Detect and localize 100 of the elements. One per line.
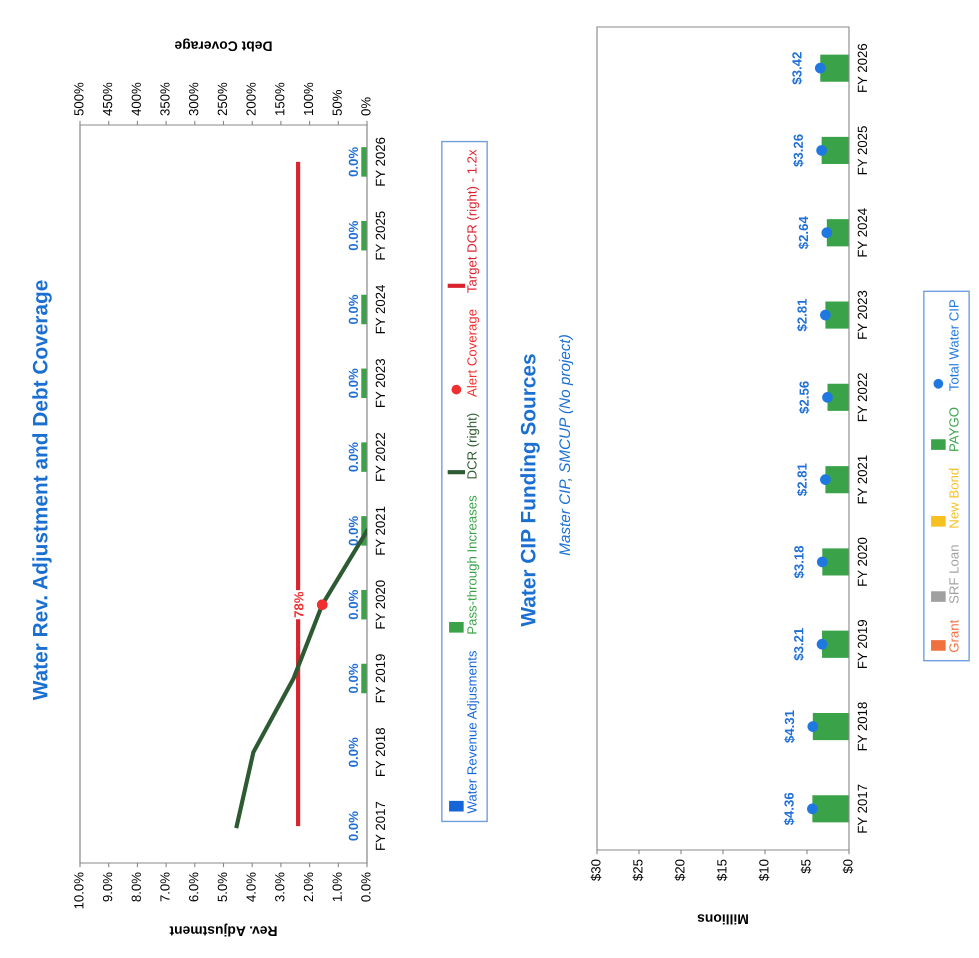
y-tick-label: FY 2022 (858, 373, 868, 422)
x-tick-label: 7.0% (160, 872, 170, 902)
x-tick-label: 2.0% (304, 872, 314, 902)
point (816, 145, 827, 156)
x-tick-label: $10 (758, 860, 770, 881)
point (822, 392, 833, 403)
y-tick-label: FY 2023 (858, 290, 868, 339)
x-axis-title: Rev. Adjustment (170, 924, 277, 936)
x-tick-label: 1.0% (332, 872, 342, 902)
data-label: 0.0% (348, 368, 358, 398)
text: Master CIP, SMCUP (No project) (558, 335, 574, 556)
x-tick-label: 6.0% (189, 872, 198, 902)
x2-tick-label: 200% (246, 82, 256, 116)
point (820, 310, 831, 320)
x-tick-label: $30 (590, 860, 602, 881)
data-label: 0.0% (348, 664, 358, 694)
data-label: 78% (294, 592, 304, 618)
text: Water Rev. Adjustment and Debt Coverage (32, 280, 52, 700)
data-label: 0.0% (348, 811, 358, 841)
x-tick-label: $25 (632, 860, 644, 881)
data-label: $3.18 (794, 546, 804, 578)
data-label: 0.0% (348, 294, 358, 324)
point (814, 62, 826, 74)
x2-tick-label: 350% (160, 82, 170, 116)
data-label: $2.81 (796, 464, 808, 496)
text: PAYGO (949, 408, 959, 451)
x2-tick-label: 450% (102, 82, 112, 116)
x-tick-label: 9.0% (102, 872, 112, 902)
y-tick-label: FY 2021 (858, 455, 868, 504)
y-tick-label: FY 2025 (858, 126, 868, 174)
x2-tick-label: 50% (332, 90, 342, 116)
text: Water CIP Funding Sources (520, 354, 540, 627)
data-label: 0.0% (348, 147, 358, 176)
x-tick-label: 0.0% (361, 872, 371, 902)
text: DCR (right) (466, 414, 480, 478)
data-label: $4.31 (784, 710, 795, 743)
legend-label: SRF Loan (949, 545, 959, 604)
data-label: $2.81 (796, 298, 808, 332)
data-label: 0.0% (348, 221, 358, 250)
bar (822, 630, 849, 658)
bar (812, 712, 849, 740)
x-tick-label: $15 (716, 860, 728, 881)
x2-tick-label: 400% (132, 82, 141, 116)
bar (825, 301, 849, 329)
bar (820, 54, 849, 82)
y-tick-label: FY 2019 (858, 620, 868, 668)
y-tick-label: FY 2023 (376, 359, 386, 408)
y-tick-label: FY 2017 (858, 784, 868, 833)
x-tick-label: 5.0% (218, 872, 228, 902)
bar (826, 219, 849, 246)
x-tick-label: $0 (842, 860, 854, 874)
x2-tick-label: 0% (361, 97, 371, 116)
text: Total Water CIP (948, 300, 959, 391)
x2-tick-label: 250% (218, 82, 228, 116)
x2-tick-label: 500% (74, 82, 84, 116)
bar (822, 548, 849, 576)
point (816, 556, 828, 568)
y-tick-label: FY 2020 (858, 538, 868, 586)
y-tick-label: FY 2017 (376, 802, 386, 850)
x-tick-label: 4.0% (246, 872, 256, 902)
y-tick-label: FY 2025 (376, 211, 386, 260)
data-label: 0.0% (348, 442, 358, 472)
x-tick-label: 10.0% (74, 872, 84, 908)
y-tick-label: FY 2020 (376, 580, 386, 628)
x-tick-label: $20 (674, 860, 686, 881)
x-tick-label: 8.0% (132, 872, 141, 902)
x2-axis-title: Debt Coverage (174, 38, 272, 52)
y-tick-label: FY 2024 (376, 285, 386, 334)
bar (822, 136, 849, 164)
point (807, 721, 818, 732)
data-label: 0.0% (348, 590, 358, 620)
point (821, 227, 832, 238)
data-label: $3.42 (792, 52, 802, 84)
y-tick-label: FY 2018 (858, 702, 868, 750)
y-tick-label: FY 2024 (858, 208, 868, 256)
text: Pass-through Increases (466, 496, 480, 634)
data-label: $3.26 (793, 134, 804, 167)
data-label: $2.56 (798, 381, 810, 414)
x-tick-label: $5 (800, 860, 812, 874)
data-label: $3.21 (793, 628, 804, 661)
x2-tick-label: 300% (189, 82, 198, 116)
ref-line-label: Target DCR (right) - 1.2x (466, 150, 480, 293)
legend-label: Water Revenue Adjusments (466, 650, 480, 814)
bar (825, 466, 849, 494)
data-label: 0.0% (348, 738, 358, 767)
y-tick-label: FY 2026 (376, 138, 386, 186)
point (807, 803, 818, 814)
point (820, 474, 831, 486)
x2-tick-label: 100% (304, 82, 314, 115)
x-axis-title: Millions (698, 914, 748, 924)
y-tick-label: FY 2019 (376, 654, 386, 702)
y-tick-label: FY 2026 (858, 44, 868, 92)
data-label: 0.0% (348, 516, 358, 546)
legend-label: New Bond (948, 468, 959, 528)
data-label: $4.36 (784, 792, 795, 826)
text: Alert Coverage (466, 310, 480, 397)
x2-tick-label: 150% (275, 82, 284, 115)
y-tick-label: FY 2021 (376, 506, 386, 555)
point (816, 638, 828, 650)
y-tick-label: FY 2022 (376, 432, 386, 481)
